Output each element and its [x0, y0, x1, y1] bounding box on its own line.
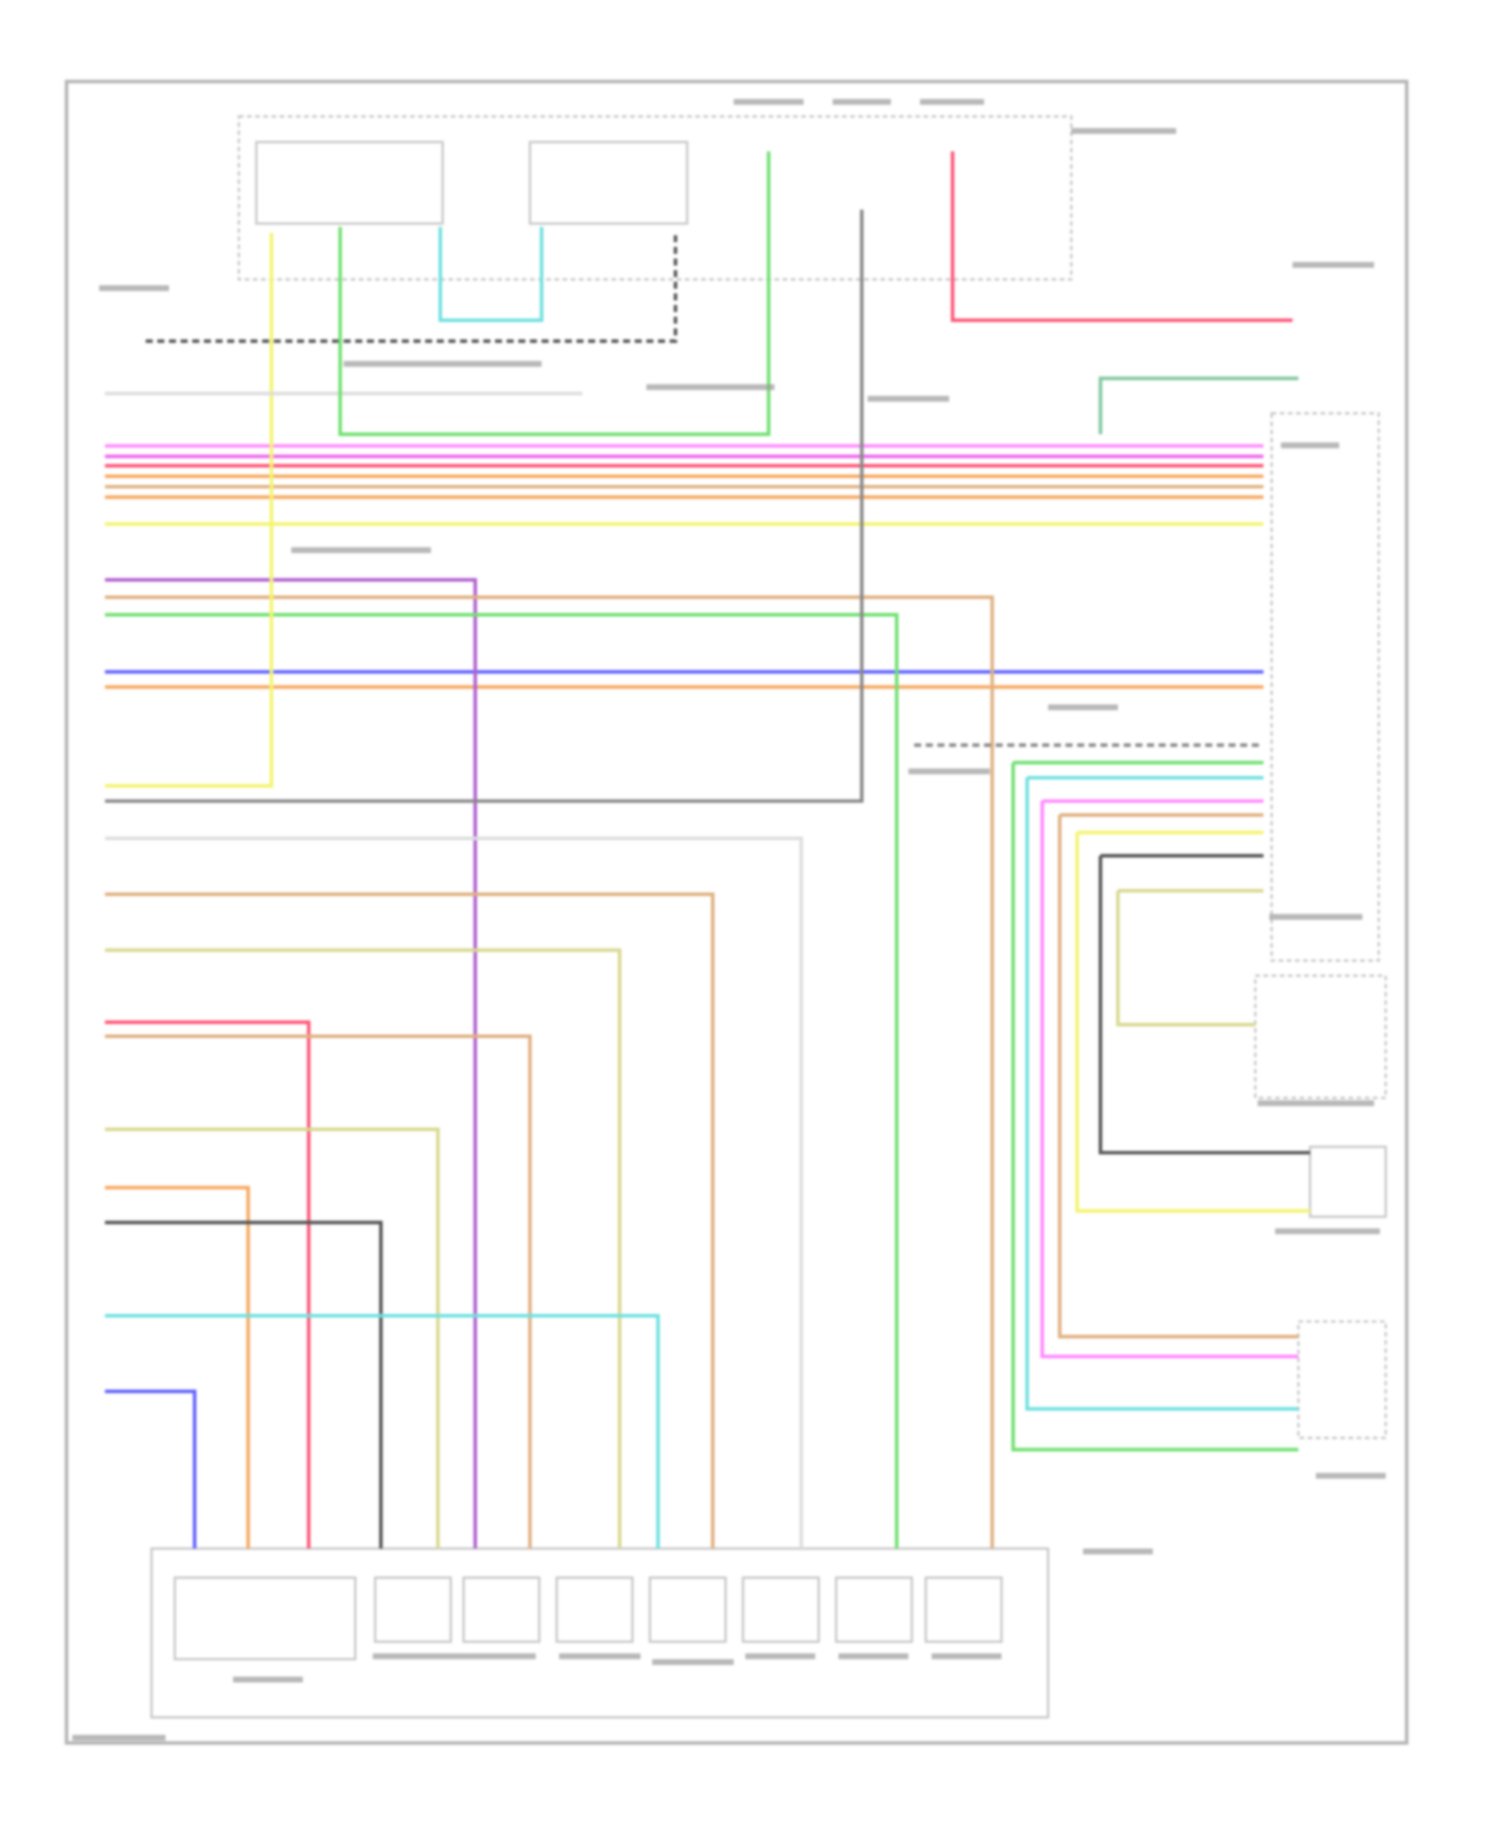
label-3 — [919, 98, 985, 105]
pressure-sensor — [1254, 974, 1387, 1100]
label-26 — [931, 1653, 1002, 1660]
relay-1 — [255, 140, 444, 225]
label-10 — [1280, 442, 1340, 449]
diagram-frame — [64, 79, 1409, 1745]
label-24 — [745, 1653, 816, 1660]
wire-teal-module — [1098, 376, 1299, 435]
wire-tan-range — [1057, 815, 1299, 1339]
transmission-assembly — [150, 1547, 1050, 1719]
wire-red-sensor — [950, 151, 1293, 322]
wires — [104, 151, 1311, 1549]
label-22 — [559, 1653, 641, 1660]
wire-yellow-feed — [104, 232, 274, 788]
wire-dark-switch — [1098, 855, 1311, 1155]
solenoid-7 — [924, 1576, 1003, 1643]
switch-module — [1308, 1145, 1387, 1218]
label-7 — [343, 360, 542, 367]
wire-to-transmission-10 — [104, 1185, 250, 1549]
wire-to-transmission-1 — [104, 578, 477, 1549]
wire-pink-range — [1040, 801, 1299, 1359]
solenoid-1 — [373, 1576, 452, 1643]
wire-to-transmission-12 — [104, 1313, 660, 1549]
pressure-switch — [173, 1576, 357, 1661]
label-4 — [1071, 128, 1177, 134]
solenoid-6 — [834, 1576, 914, 1643]
label-8 — [646, 384, 775, 391]
label-19 — [233, 1676, 303, 1683]
label-13 — [908, 768, 990, 775]
wire-khaki-pressure — [1116, 890, 1256, 1027]
labels — [72, 98, 1386, 1741]
wire-cyan-relay — [438, 227, 544, 322]
wire-grey-feed — [104, 209, 864, 803]
label-16 — [1275, 1228, 1380, 1235]
wire-to-transmission-7 — [104, 1020, 311, 1549]
label-20 — [372, 1653, 466, 1660]
wire-to-transmission-4 — [104, 836, 803, 1549]
wire-to-transmission-8 — [104, 1034, 532, 1549]
solenoid-2 — [462, 1576, 541, 1643]
wire-green-relay — [338, 151, 771, 437]
label-2 — [832, 98, 891, 105]
wire-to-transmission-5 — [104, 892, 715, 1549]
wire-to-transmission-6 — [104, 948, 622, 1549]
solenoid-3 — [555, 1576, 634, 1643]
label-14 — [1269, 914, 1363, 920]
wire-yellow-switch — [1075, 832, 1311, 1213]
control-module — [1270, 412, 1380, 962]
label-12 — [1048, 704, 1118, 711]
label-18 — [1082, 1548, 1153, 1555]
wire-to-transmission-9 — [104, 1127, 440, 1549]
label-17 — [1315, 1472, 1386, 1479]
wire-to-transmission-13 — [104, 1389, 197, 1549]
solenoid-4 — [648, 1576, 727, 1643]
range-sensor — [1297, 1320, 1387, 1440]
wire-to-transmission-2 — [104, 595, 994, 1549]
label-9 — [867, 395, 950, 402]
wire-green-range — [1011, 762, 1299, 1452]
label-6 — [99, 285, 169, 292]
label-1 — [733, 98, 804, 105]
relay-box-outline — [237, 115, 1073, 281]
solenoid-5 — [741, 1576, 820, 1643]
label-15 — [1257, 1100, 1375, 1107]
label-25 — [838, 1653, 909, 1660]
label-21 — [465, 1653, 536, 1660]
wire-to-transmission-11 — [104, 1220, 383, 1549]
label-11 — [291, 547, 431, 554]
components — [150, 115, 1387, 1719]
label-27 — [72, 1734, 166, 1741]
wire-to-transmission-3 — [104, 613, 899, 1549]
label-5 — [1292, 261, 1375, 268]
label-23 — [652, 1659, 734, 1665]
wire-cyan-range — [1025, 777, 1299, 1411]
relay-2 — [528, 140, 689, 225]
wire-dark-relay — [145, 232, 678, 343]
